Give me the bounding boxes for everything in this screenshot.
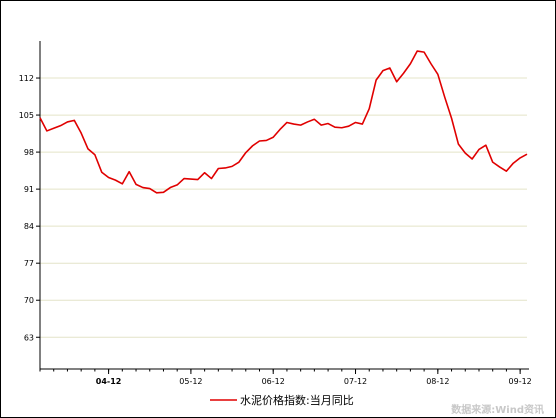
grid-lines [40,77,527,338]
y-tick-label: 70 [24,296,34,305]
y-tick-label: 91 [24,185,34,194]
legend: 水泥价格指数:当月同比 [210,393,354,407]
source-note: 数据来源:Wind资讯 [451,403,544,416]
legend-label: 水泥价格指数:当月同比 [240,393,354,407]
x-tick-label: 05-12 [179,377,202,386]
x-tick-label: 08-12 [426,377,449,386]
x-tick-label: 06-12 [262,377,285,386]
y-tick-label: 112 [19,74,34,83]
y-tick-label: 63 [24,333,34,342]
x-axis-ticks: 04-12 05-12 06-12 07-12 08-12 09-12 [39,369,532,386]
series-line [39,50,528,194]
y-tick-label: 77 [24,259,34,268]
y-tick-label: 105 [19,111,34,120]
x-tick-label: 09-12 [509,377,532,386]
y-axis-ticks: 63 70 77 84 91 98 105 112 [19,74,40,342]
axes [39,41,529,370]
y-tick-label: 84 [24,222,34,231]
series-lines [39,50,528,194]
y-tick-label: 98 [24,148,34,157]
x-tick-label: 04-12 [96,377,122,386]
x-tick-label: 07-12 [344,377,367,386]
